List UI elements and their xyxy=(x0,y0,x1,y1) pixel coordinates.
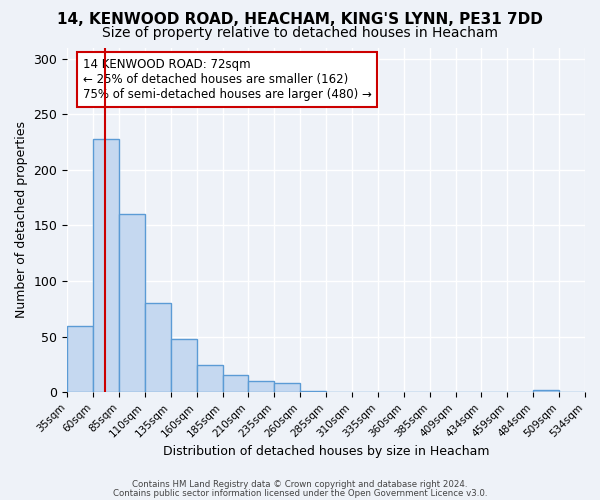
Bar xyxy=(274,384,300,392)
Text: Contains HM Land Registry data © Crown copyright and database right 2024.: Contains HM Land Registry data © Crown c… xyxy=(132,480,468,489)
Bar xyxy=(119,214,145,392)
Bar xyxy=(93,138,119,392)
Y-axis label: Number of detached properties: Number of detached properties xyxy=(15,122,28,318)
Bar xyxy=(171,339,197,392)
Text: Size of property relative to detached houses in Heacham: Size of property relative to detached ho… xyxy=(102,26,498,40)
Bar xyxy=(197,364,223,392)
Text: 14 KENWOOD ROAD: 72sqm
← 25% of detached houses are smaller (162)
75% of semi-de: 14 KENWOOD ROAD: 72sqm ← 25% of detached… xyxy=(83,58,371,101)
Bar xyxy=(67,326,93,392)
Text: 14, KENWOOD ROAD, HEACHAM, KING'S LYNN, PE31 7DD: 14, KENWOOD ROAD, HEACHAM, KING'S LYNN, … xyxy=(57,12,543,28)
Bar xyxy=(533,390,559,392)
Bar xyxy=(145,304,171,392)
Bar xyxy=(223,374,248,392)
Text: Contains public sector information licensed under the Open Government Licence v3: Contains public sector information licen… xyxy=(113,488,487,498)
Bar xyxy=(248,381,274,392)
X-axis label: Distribution of detached houses by size in Heacham: Distribution of detached houses by size … xyxy=(163,444,490,458)
